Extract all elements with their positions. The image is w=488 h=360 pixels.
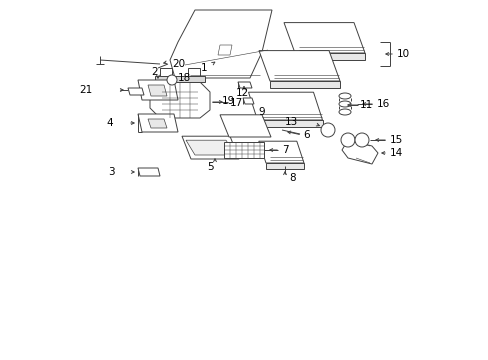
Polygon shape (148, 85, 167, 96)
Polygon shape (341, 140, 377, 164)
Polygon shape (170, 10, 271, 78)
Polygon shape (294, 53, 364, 60)
Text: 10: 10 (396, 49, 409, 59)
Polygon shape (243, 98, 253, 104)
Circle shape (167, 75, 177, 85)
Text: 5: 5 (206, 162, 213, 172)
Polygon shape (148, 119, 167, 128)
Text: 17: 17 (229, 98, 243, 108)
Polygon shape (160, 68, 172, 76)
Polygon shape (182, 136, 239, 159)
Text: 8: 8 (288, 173, 295, 183)
Polygon shape (155, 76, 204, 82)
Text: 4: 4 (106, 118, 113, 128)
Text: 6: 6 (303, 130, 309, 140)
Polygon shape (259, 51, 339, 81)
Text: 14: 14 (389, 148, 403, 158)
Text: 19: 19 (221, 96, 235, 106)
Text: 13: 13 (284, 117, 297, 127)
Circle shape (340, 133, 354, 147)
Polygon shape (220, 115, 270, 137)
Polygon shape (269, 81, 339, 88)
Polygon shape (185, 140, 235, 155)
Polygon shape (265, 163, 304, 169)
Text: 18: 18 (178, 73, 191, 83)
Text: 7: 7 (282, 145, 288, 155)
Text: 21: 21 (79, 85, 92, 95)
Text: 15: 15 (389, 135, 403, 145)
Polygon shape (248, 92, 322, 120)
Polygon shape (258, 141, 304, 163)
Polygon shape (187, 68, 200, 76)
Polygon shape (224, 142, 264, 158)
Polygon shape (284, 23, 364, 53)
Circle shape (320, 123, 334, 137)
Ellipse shape (338, 93, 350, 99)
Polygon shape (138, 168, 160, 176)
Text: 2: 2 (151, 67, 158, 77)
Text: 1: 1 (200, 63, 206, 73)
Ellipse shape (338, 109, 350, 115)
Text: 16: 16 (376, 99, 389, 109)
Text: 11: 11 (359, 100, 372, 110)
Polygon shape (218, 45, 231, 55)
Text: 20: 20 (172, 59, 185, 69)
Polygon shape (138, 114, 178, 132)
Polygon shape (257, 120, 322, 127)
Polygon shape (150, 82, 209, 118)
Text: 9: 9 (258, 107, 264, 117)
Polygon shape (238, 82, 251, 88)
Text: 12: 12 (235, 88, 248, 98)
Polygon shape (138, 80, 178, 100)
Circle shape (354, 133, 368, 147)
Ellipse shape (338, 101, 350, 107)
Text: 3: 3 (108, 167, 115, 177)
Polygon shape (128, 88, 143, 95)
